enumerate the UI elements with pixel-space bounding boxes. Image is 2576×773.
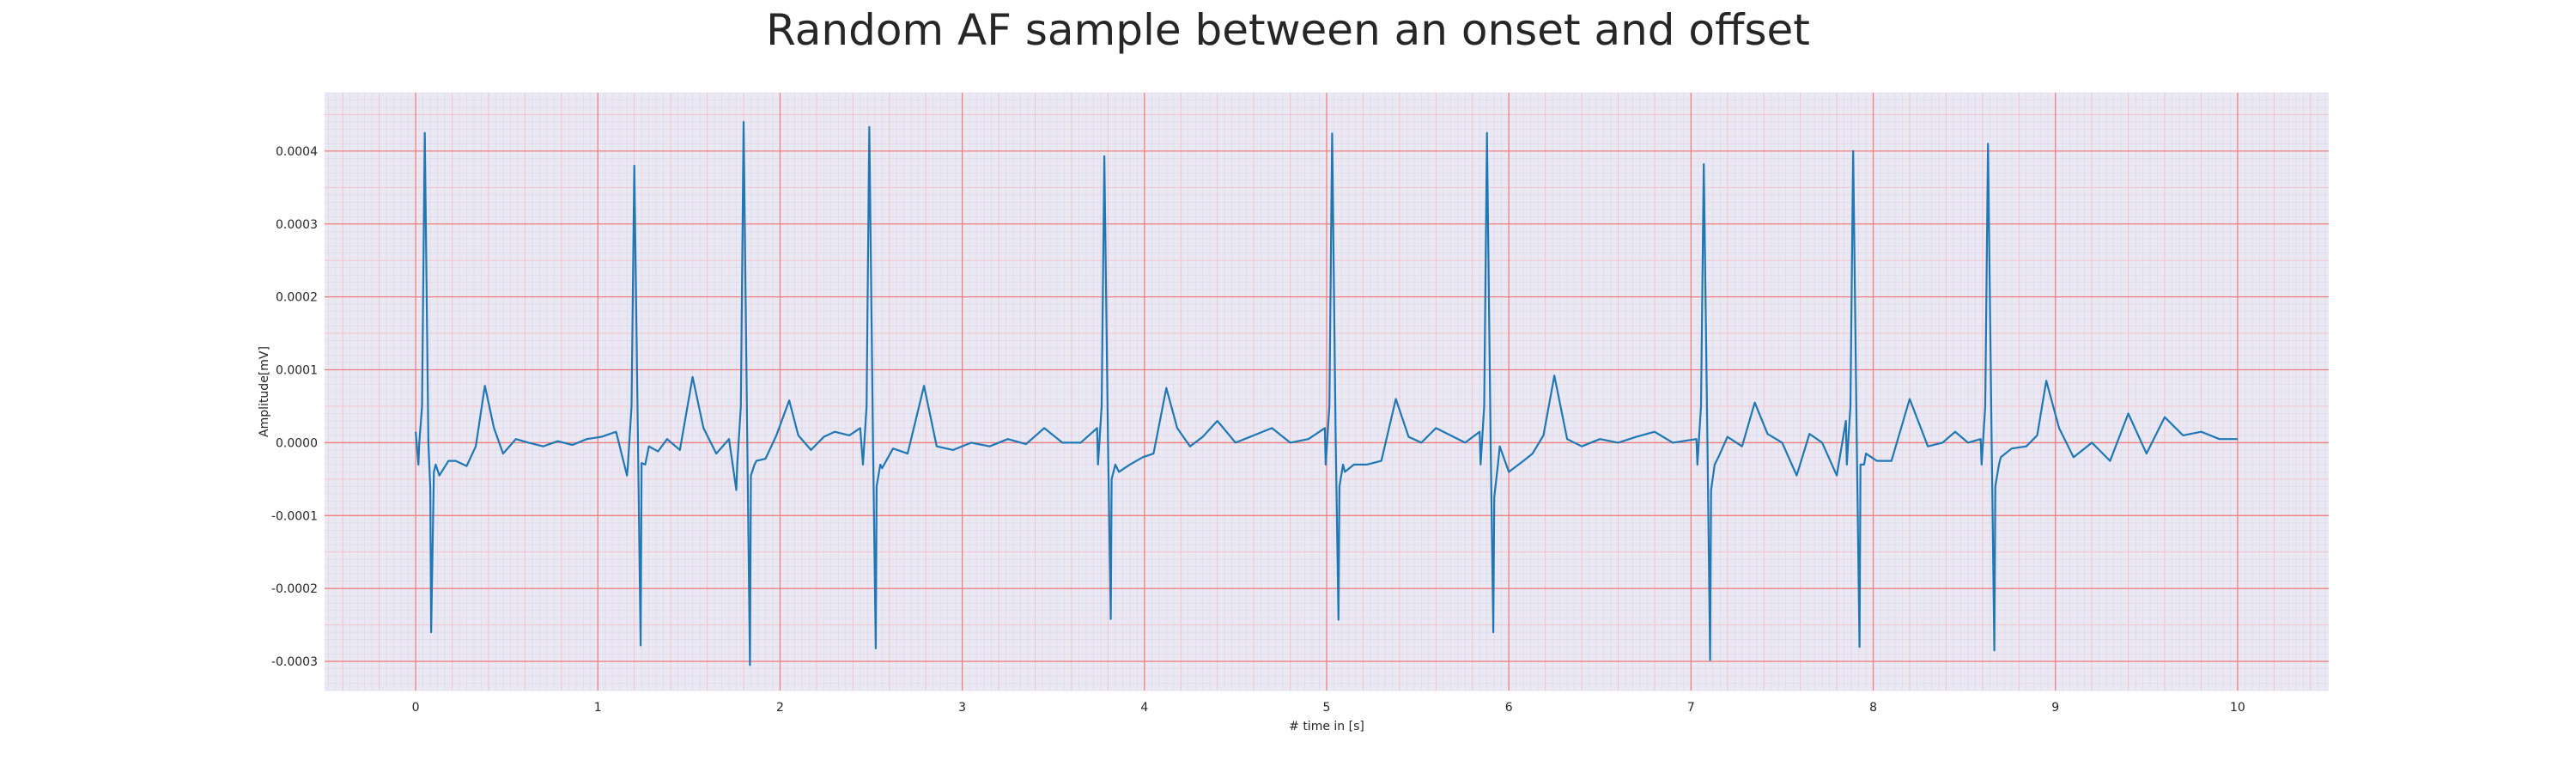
- y-tick-label: 0.0004: [276, 145, 318, 159]
- chart-title: Random AF sample between an onset and of…: [766, 5, 1810, 55]
- y-axis-ticks: -0.0003 -0.0002 -0.0001 0.0000 0.0001 0.0002 0…: [271, 145, 318, 669]
- x-tick-label: 4: [1140, 701, 1148, 715]
- y-tick-label: -0.0003: [271, 655, 318, 669]
- x-axis-label: # time in [s]: [1289, 720, 1364, 733]
- x-tick-label: 6: [1505, 701, 1513, 715]
- y-axis-label: Amplitude[mV]: [258, 346, 271, 437]
- y-tick-label: 0.0001: [276, 364, 318, 378]
- y-tick-label: 0.0000: [276, 436, 318, 450]
- x-tick-label: 9: [2051, 701, 2059, 715]
- x-tick-label: 7: [1687, 701, 1695, 715]
- x-tick-label: 10: [2230, 701, 2245, 715]
- x-tick-label: 0: [412, 701, 420, 715]
- x-tick-label: 2: [776, 701, 784, 715]
- y-tick-label: 0.0002: [276, 291, 318, 305]
- x-tick-label: 1: [594, 701, 602, 715]
- y-tick-label: -0.0002: [271, 582, 318, 596]
- x-tick-label: 8: [1869, 701, 1877, 715]
- series-line: [415, 120, 2238, 666]
- y-tick-label: -0.0001: [271, 509, 318, 523]
- x-tick-label: 5: [1323, 701, 1331, 715]
- y-tick-label: 0.0003: [276, 218, 318, 232]
- x-axis-ticks: 0 1 2 3 4 5 6 7 8 9 10: [412, 701, 2245, 715]
- x-tick-label: 3: [958, 701, 966, 715]
